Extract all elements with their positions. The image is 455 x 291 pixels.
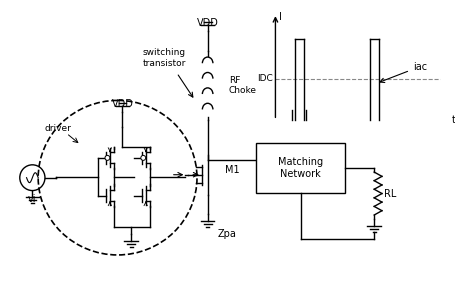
- Text: I: I: [279, 12, 282, 22]
- Text: switching
transistor: switching transistor: [142, 48, 186, 68]
- Text: Zpa: Zpa: [217, 229, 236, 239]
- Text: VDD: VDD: [197, 18, 218, 28]
- Text: Matching
Network: Matching Network: [278, 157, 323, 179]
- Text: VDD: VDD: [111, 100, 133, 109]
- Text: driver: driver: [44, 124, 71, 133]
- Text: M1: M1: [225, 165, 240, 175]
- Text: t: t: [452, 115, 455, 125]
- Circle shape: [105, 155, 110, 160]
- Text: RL: RL: [384, 189, 396, 198]
- Circle shape: [141, 155, 146, 160]
- Text: vi: vi: [28, 194, 36, 205]
- Text: iac: iac: [380, 62, 427, 83]
- Text: IDC: IDC: [257, 74, 273, 83]
- Text: RF
Choke: RF Choke: [229, 76, 257, 95]
- Bar: [256, 143, 345, 193]
